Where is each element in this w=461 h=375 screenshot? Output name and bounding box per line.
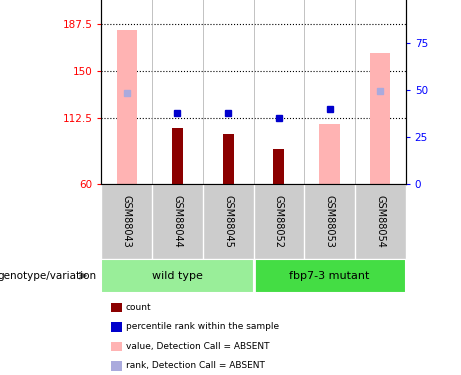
Bar xyxy=(254,259,406,292)
Bar xyxy=(117,30,137,184)
Text: GSM88044: GSM88044 xyxy=(172,195,183,248)
Text: percentile rank within the sample: percentile rank within the sample xyxy=(126,322,279,331)
Text: GSM88043: GSM88043 xyxy=(122,195,132,248)
Text: GSM88052: GSM88052 xyxy=(274,195,284,248)
Text: count: count xyxy=(126,303,152,312)
Text: value, Detection Call = ABSENT: value, Detection Call = ABSENT xyxy=(126,342,269,351)
Text: genotype/variation: genotype/variation xyxy=(0,271,97,280)
Bar xyxy=(273,149,284,184)
Text: rank, Detection Call = ABSENT: rank, Detection Call = ABSENT xyxy=(126,361,265,370)
Text: GSM88053: GSM88053 xyxy=(325,195,335,248)
Bar xyxy=(370,53,390,184)
Bar xyxy=(319,124,340,184)
Bar xyxy=(172,128,183,184)
Text: wild type: wild type xyxy=(152,271,203,280)
Bar xyxy=(223,134,234,184)
Bar xyxy=(101,259,254,292)
Text: GSM88054: GSM88054 xyxy=(375,195,385,248)
Text: GSM88045: GSM88045 xyxy=(223,195,233,248)
Text: fbp7-3 mutant: fbp7-3 mutant xyxy=(290,271,370,280)
